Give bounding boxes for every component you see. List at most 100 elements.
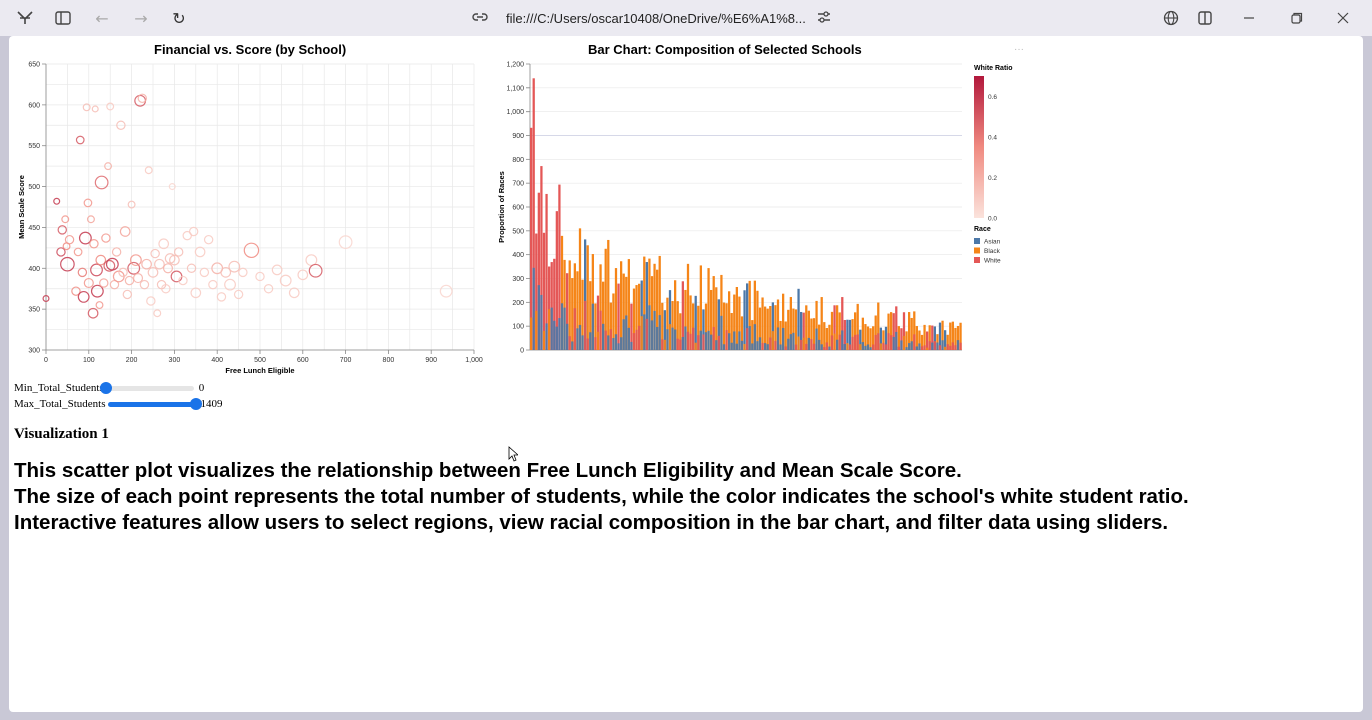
bar[interactable] (674, 280, 677, 350)
bar-segment[interactable] (702, 334, 705, 350)
bar[interactable] (689, 295, 692, 350)
app-icon[interactable] (14, 8, 36, 28)
bar-segment[interactable] (599, 310, 602, 350)
bar[interactable] (622, 273, 625, 350)
bar-segment[interactable] (576, 328, 579, 350)
bar[interactable] (748, 280, 751, 350)
scatter-point[interactable] (297, 269, 309, 281)
bar-segment[interactable] (846, 343, 849, 350)
bar[interactable] (761, 297, 764, 350)
bar-segment[interactable] (897, 346, 900, 350)
bar[interactable] (956, 325, 960, 350)
bar[interactable] (625, 276, 628, 350)
bar[interactable] (828, 324, 831, 350)
bar[interactable] (679, 313, 682, 350)
bar[interactable] (614, 268, 618, 350)
bar[interactable] (771, 302, 774, 350)
scatter-point[interactable] (233, 289, 244, 300)
bar[interactable] (874, 315, 877, 350)
bar-segment[interactable] (879, 343, 882, 350)
min-total-students-slider[interactable] (99, 381, 194, 394)
bar-segment[interactable] (617, 343, 620, 350)
scatter-point[interactable] (439, 284, 453, 298)
scatter-point[interactable] (61, 215, 70, 224)
bar-segment[interactable] (596, 331, 600, 350)
bar-segment[interactable] (584, 300, 587, 350)
bar[interactable] (617, 283, 620, 350)
bar[interactable] (710, 289, 713, 350)
max-total-students-slider[interactable] (107, 397, 202, 410)
bar-segment[interactable] (614, 334, 618, 350)
scatter-point[interactable] (271, 264, 283, 276)
bar-segment[interactable] (545, 323, 548, 350)
bar-segment[interactable] (728, 333, 731, 350)
bar[interactable] (722, 302, 726, 350)
bar-segment[interactable] (872, 344, 875, 350)
scatter-point[interactable] (105, 257, 119, 271)
bar-segment[interactable] (941, 340, 944, 350)
bar[interactable] (733, 294, 736, 350)
bar-segment[interactable] (555, 326, 558, 350)
scatter-point[interactable] (147, 267, 159, 278)
scatter-point[interactable] (87, 307, 99, 319)
scatter-point[interactable] (104, 162, 113, 171)
bar[interactable] (668, 290, 672, 350)
bar-segment[interactable] (800, 339, 803, 350)
scatter-point[interactable] (153, 309, 162, 318)
bar[interactable] (944, 330, 947, 350)
bar[interactable] (684, 289, 687, 350)
bar[interactable] (766, 308, 769, 350)
bar[interactable] (609, 302, 612, 350)
scatter-point[interactable] (141, 258, 152, 270)
max-slider-handle[interactable] (189, 397, 202, 410)
bar-segment[interactable] (681, 336, 684, 350)
bar-segment[interactable] (578, 324, 582, 350)
bar[interactable] (607, 239, 610, 350)
bar[interactable] (884, 326, 888, 350)
split-view-icon[interactable] (1194, 8, 1216, 28)
bar[interactable] (913, 311, 916, 350)
bar[interactable] (581, 279, 584, 350)
scatter-point[interactable] (161, 283, 171, 294)
bar[interactable] (578, 228, 582, 350)
bar[interactable] (596, 295, 600, 350)
scatter-point[interactable] (158, 238, 170, 250)
bar-segment[interactable] (864, 345, 867, 350)
bar-segment[interactable] (712, 327, 715, 350)
bar[interactable] (908, 312, 911, 350)
bar[interactable] (910, 317, 913, 350)
bar-segment[interactable] (784, 346, 787, 350)
page-settings-icon[interactable] (816, 9, 832, 28)
bar[interactable] (540, 166, 543, 350)
bar-segment[interactable] (568, 336, 571, 350)
bar[interactable] (869, 328, 872, 350)
scatter-point[interactable] (144, 166, 153, 175)
bar[interactable] (548, 266, 551, 350)
bar[interactable] (769, 305, 772, 350)
scatter-point[interactable] (220, 267, 232, 278)
bar-segment[interactable] (668, 324, 672, 350)
bar[interactable] (776, 299, 780, 350)
scatter-point[interactable] (194, 246, 206, 258)
bar-segment[interactable] (674, 329, 677, 350)
bar-segment[interactable] (805, 343, 808, 350)
bar-segment[interactable] (658, 315, 661, 350)
scatter-point[interactable] (146, 296, 156, 306)
bar-segment[interactable] (908, 343, 911, 350)
bar[interactable] (854, 312, 857, 350)
bar[interactable] (743, 290, 746, 350)
bar[interactable] (936, 334, 939, 350)
bar[interactable] (563, 259, 566, 350)
bar[interactable] (720, 274, 723, 350)
bar[interactable] (712, 276, 715, 350)
bar-segment[interactable] (609, 329, 612, 350)
bar-segment[interactable] (725, 330, 728, 350)
bar[interactable] (730, 313, 733, 350)
bar[interactable] (717, 299, 720, 350)
scatter-point[interactable] (190, 287, 202, 299)
bar[interactable] (586, 245, 589, 350)
bar-segment[interactable] (738, 331, 741, 350)
bar[interactable] (861, 317, 864, 350)
sidebar-icon[interactable] (52, 8, 74, 28)
scatter-point[interactable] (134, 94, 147, 107)
